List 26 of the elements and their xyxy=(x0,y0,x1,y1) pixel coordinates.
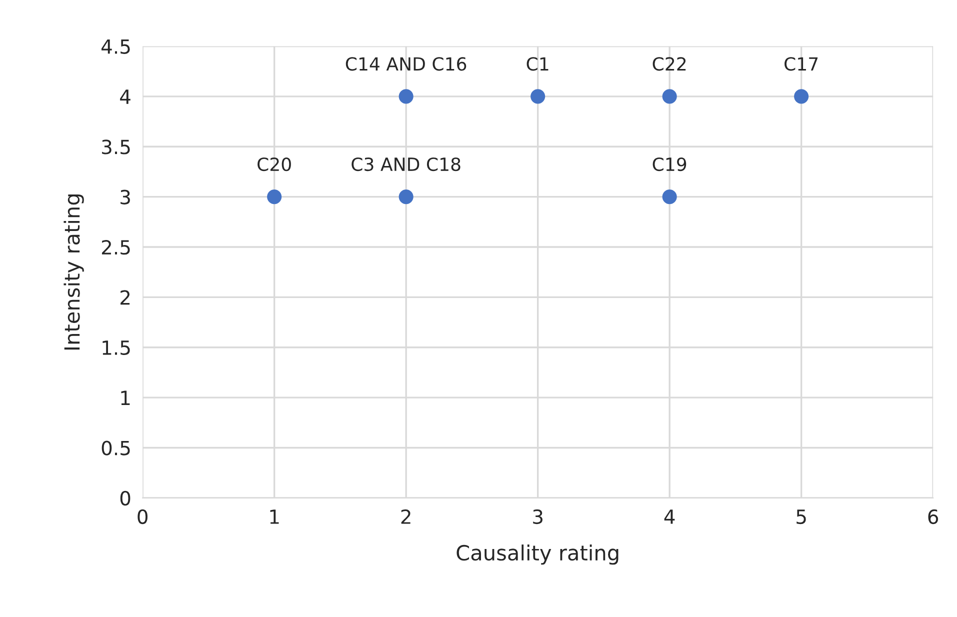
x-axis-title: Causality rating xyxy=(456,544,618,565)
y-axis-title: Intensity rating xyxy=(64,194,84,350)
annotation: C14 AND C16 xyxy=(346,57,466,71)
y-tick-label: 0 xyxy=(120,490,130,506)
annotation: C22 xyxy=(652,57,686,71)
y-tick-label: 1.5 xyxy=(102,340,130,356)
x-tick-label: 2 xyxy=(401,509,410,524)
x-tick-label: 4 xyxy=(664,510,675,524)
x-tick-label: 0 xyxy=(138,509,148,524)
annotation: C1 xyxy=(526,57,548,71)
y-tick-label: 1 xyxy=(121,390,130,405)
y-tick-label: 0.5 xyxy=(102,440,130,456)
y-tick-label: 2.5 xyxy=(102,240,130,255)
y-tick-label: 4 xyxy=(120,90,130,104)
annotation: C19 xyxy=(652,157,686,172)
x-tick-label: 3 xyxy=(533,509,542,524)
x-tick-label: 6 xyxy=(928,509,938,524)
y-tick-label: 3.5 xyxy=(102,140,130,154)
y-tick-label: 4.5 xyxy=(102,39,130,54)
y-tick-label: 3 xyxy=(120,190,130,204)
annotation: C17 xyxy=(784,57,818,71)
y-tick-label: 2 xyxy=(120,290,130,305)
annotation: C3 AND C18 xyxy=(352,157,460,172)
annotation: C20 xyxy=(258,157,291,172)
x-tick-label: 1 xyxy=(270,510,279,524)
x-tick-label: 5 xyxy=(796,510,806,524)
